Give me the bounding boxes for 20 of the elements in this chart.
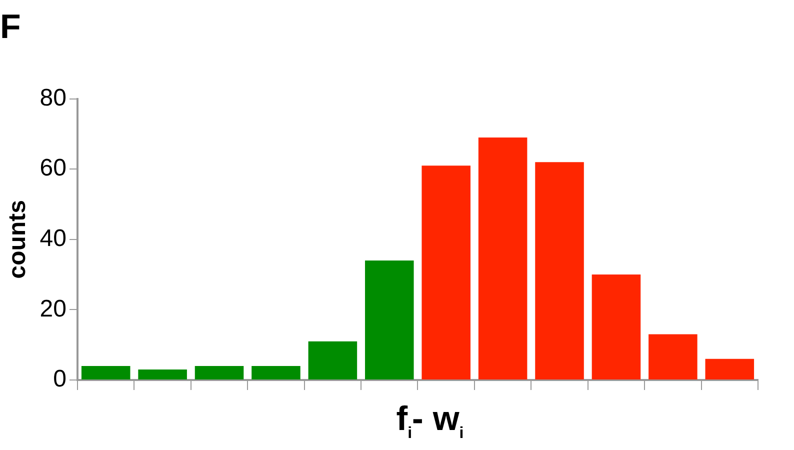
bar	[535, 162, 584, 380]
bar	[365, 260, 414, 380]
x-axis-title: f$_{i}$- w$_{i}$	[395, 400, 465, 443]
bar	[648, 334, 698, 380]
bar	[478, 137, 528, 380]
bar	[592, 274, 641, 380]
y-tick-label: 40	[40, 225, 66, 252]
y-tick-label: 60	[40, 154, 66, 182]
y-tick-label: 20	[40, 295, 66, 322]
chart-title: F	[0, 8, 21, 46]
y-tick-label: 0	[53, 366, 66, 393]
bar	[194, 366, 244, 380]
bar	[252, 366, 300, 380]
y-tick-label: 80	[40, 84, 66, 112]
bar	[81, 366, 130, 380]
bar	[138, 369, 187, 380]
bar	[308, 341, 358, 380]
y-axis-title: counts	[4, 200, 32, 279]
bar	[422, 166, 470, 380]
bar	[705, 358, 754, 380]
